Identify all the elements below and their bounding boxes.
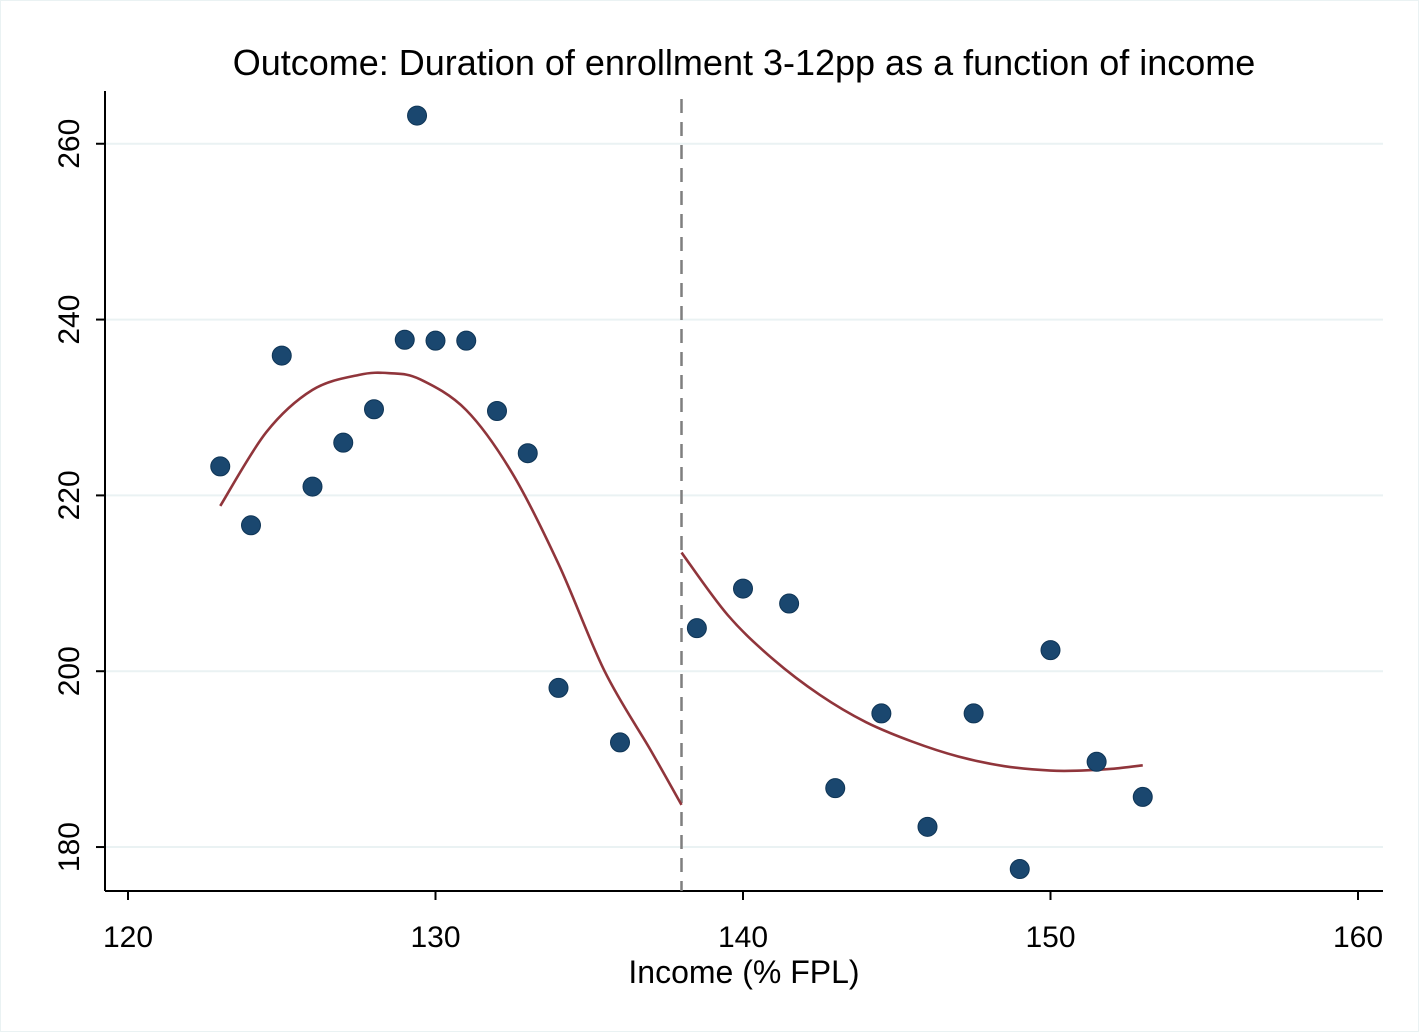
data-point-10 (456, 330, 477, 351)
data-point-18 (825, 778, 846, 799)
gridlines (106, 142, 1383, 849)
data-point-6 (364, 399, 384, 420)
data-point-19 (871, 703, 892, 724)
y-tick-label-260: 260 (53, 119, 86, 169)
fit-curve-left (219, 371, 683, 806)
data-points (210, 105, 1153, 880)
x-tick-label-140: 140 (718, 921, 768, 954)
data-point-25 (1132, 786, 1153, 807)
data-point-2 (241, 515, 261, 536)
fit-curve-right (680, 551, 1143, 773)
y-tick-label-180: 180 (53, 822, 86, 872)
data-point-5 (333, 432, 354, 453)
data-point-14 (610, 732, 630, 753)
data-point-16 (733, 578, 753, 599)
data-point-23 (1040, 640, 1061, 661)
data-point-12 (517, 443, 538, 464)
y-axis-ticks: 180 200 220 240 260 (53, 119, 105, 872)
chart-title: Outcome: Duration of enrollment 3-12pp a… (233, 42, 1256, 83)
data-point-24 (1086, 751, 1107, 772)
data-point-17 (779, 593, 800, 614)
data-point-22 (1009, 859, 1030, 880)
data-point-20 (917, 816, 938, 837)
data-point-3 (271, 345, 292, 366)
data-point-7 (394, 329, 415, 350)
y-tick-label-220: 220 (53, 470, 86, 520)
data-point-21 (963, 703, 984, 724)
data-point-4 (302, 476, 323, 497)
x-axis-label: Income (% FPL) (628, 954, 859, 990)
data-point-15 (686, 618, 707, 639)
x-tick-label-160: 160 (1333, 921, 1383, 954)
data-point-11 (487, 401, 507, 421)
axes (104, 91, 1383, 892)
data-point-9 (425, 330, 446, 351)
data-point-8 (407, 105, 428, 126)
x-tick-label-120: 120 (103, 921, 153, 954)
data-point-13 (548, 677, 569, 698)
y-tick-label-200: 200 (53, 646, 86, 696)
x-tick-label-130: 130 (410, 921, 460, 954)
data-point-1 (210, 456, 231, 477)
x-axis-ticks: 120 130 140 150 160 (103, 891, 1383, 954)
x-tick-label-150: 150 (1025, 921, 1075, 954)
y-tick-label-240: 240 (53, 295, 86, 345)
